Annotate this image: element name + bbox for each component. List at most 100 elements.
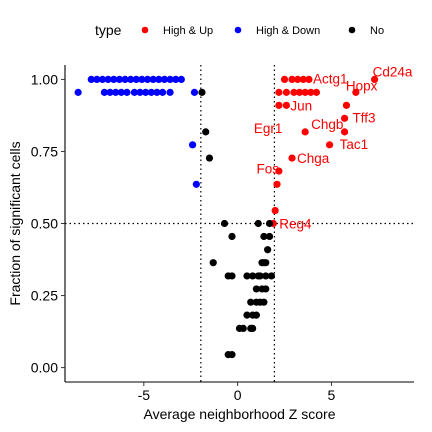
point-high-down: [123, 88, 131, 96]
point-high-down: [160, 75, 169, 84]
point-high-up: [271, 206, 279, 215]
point-no: [260, 259, 268, 267]
y-tick-label: 1.00: [31, 71, 58, 87]
point-no: [254, 272, 262, 280]
y-axis-title: Fraction of significant cells: [7, 141, 23, 305]
point-no: [262, 285, 270, 293]
point-high-up: [282, 88, 291, 96]
point-high-down: [115, 75, 124, 84]
point-high-down: [136, 88, 144, 96]
point-high-down: [100, 88, 109, 96]
axes: -5 0 5 0.00 0.25 0.50 0.75 1.00 Average neighbor…: [7, 65, 414, 422]
point-high-up: [290, 88, 298, 96]
point-high-down: [188, 141, 197, 149]
x-tick-label: 5: [328, 387, 336, 403]
point-high-up: [280, 75, 289, 84]
point-label-hopx: Hopx: [346, 78, 378, 93]
legend-label: High & Down: [256, 25, 320, 37]
y-tick-label: 0.50: [31, 216, 58, 232]
point-high-down: [172, 75, 180, 84]
point-no: [243, 272, 251, 280]
point-high-up: [288, 154, 296, 162]
y-tick-label: 0.00: [31, 360, 58, 376]
point-high-down: [121, 75, 129, 84]
point-high-up: [294, 75, 302, 84]
point-no: [254, 219, 262, 228]
point-label-actg1: Actg1: [313, 71, 348, 86]
point-high-up: [352, 88, 360, 96]
legend-label: No: [370, 25, 384, 37]
point-high-up: [299, 75, 307, 84]
point-label-tac1: Tac1: [340, 137, 369, 152]
point-high-down: [110, 75, 118, 84]
legend: type High & Up High & Down No: [95, 22, 384, 38]
point-no: [260, 232, 268, 241]
y-tick-label: 0.75: [31, 143, 58, 159]
point-high-down: [106, 88, 114, 96]
point-label-reg4: Reg4: [279, 217, 312, 232]
point-no: [228, 232, 236, 241]
point-no: [247, 298, 255, 306]
x-tick-label: -5: [138, 387, 151, 403]
point-no: [265, 219, 274, 228]
x-axis-title: Average neighborhood Z score: [144, 406, 336, 422]
point-high-up: [273, 180, 281, 188]
point-high-down: [74, 88, 82, 96]
point-no: [243, 311, 251, 319]
point-high-down: [98, 75, 107, 84]
point-high-down: [104, 75, 112, 84]
point-no: [262, 272, 270, 280]
legend-key-high-up: [141, 26, 149, 34]
legend-label: High & Up: [163, 25, 213, 37]
point-no: [239, 324, 247, 332]
point-label-tff3: Tff3: [352, 110, 375, 125]
point-high-up: [342, 101, 351, 109]
point-high-down: [158, 88, 167, 96]
point-high-down: [117, 88, 125, 96]
point-high-up: [307, 88, 315, 96]
point-high-down: [155, 75, 163, 84]
point-high-up: [301, 128, 309, 136]
point-no: [198, 88, 206, 96]
point-no: [205, 154, 214, 162]
point-high-up: [275, 88, 283, 96]
point-high-up: [370, 75, 379, 84]
point-high-down: [192, 180, 200, 188]
point-label-jun: Jun: [290, 98, 312, 113]
point-high-down: [190, 88, 199, 96]
point-high-up: [325, 141, 334, 149]
point-high-down: [142, 88, 150, 96]
point-high-down: [149, 75, 157, 84]
point-high-down: [130, 88, 139, 96]
point-high-up: [275, 101, 283, 109]
point-label-cd24a: Cd24a: [373, 64, 413, 79]
legend-title: type: [95, 22, 122, 38]
point-high-down: [143, 75, 152, 84]
point-no: [265, 232, 274, 241]
legend-key-no: [348, 26, 356, 34]
point-no: [252, 285, 260, 293]
point-no: [202, 128, 210, 136]
point-high-down: [93, 75, 101, 84]
point-no: [264, 246, 272, 254]
point-high-down: [166, 88, 174, 96]
point-no: [267, 272, 275, 280]
point-no: [249, 324, 257, 332]
point-high-up: [275, 167, 283, 175]
point-no: [252, 298, 260, 306]
point-no: [228, 272, 236, 280]
point-high-up: [301, 88, 309, 96]
legend-key-high-down: [234, 26, 242, 34]
point-high-up: [288, 75, 296, 84]
point-high-down: [132, 75, 140, 84]
point-high-down: [153, 88, 161, 96]
point-high-up: [282, 101, 291, 109]
point-high-up: [312, 88, 321, 96]
point-no: [249, 272, 257, 280]
point-high-down: [177, 75, 185, 84]
point-high-down: [166, 75, 174, 84]
point-high-down: [138, 75, 146, 84]
